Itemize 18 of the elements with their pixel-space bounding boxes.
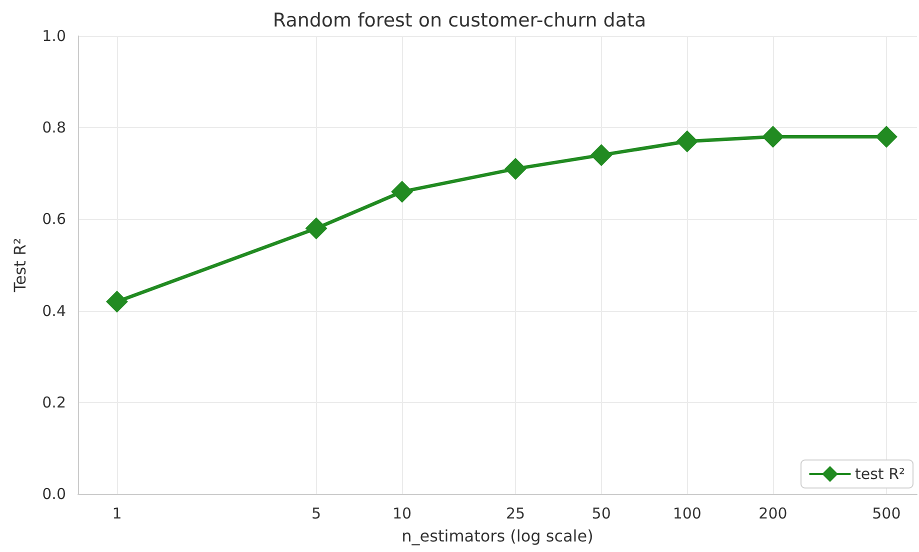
x-axis-title: n_estimators (log scale)	[402, 526, 594, 546]
y-tick-label: 0.0	[42, 485, 66, 503]
y-axis-title: Test R²	[10, 238, 30, 294]
x-tick-label: 100	[672, 504, 702, 522]
y-tick-label: 1.0	[42, 27, 66, 45]
x-tick-label: 500	[872, 504, 901, 522]
y-tick-label: 0.6	[42, 210, 66, 228]
legend-label: test R²	[854, 465, 906, 483]
chart-title: Random forest on customer-churn data	[272, 10, 646, 32]
x-tick-label: 50	[592, 504, 611, 522]
y-tick-label: 0.4	[42, 302, 66, 320]
x-tick-label: 200	[758, 504, 788, 522]
y-tick-label: 0.8	[42, 118, 66, 137]
x-tick-label: 1	[112, 504, 122, 522]
y-tick-label: 0.2	[42, 393, 66, 412]
x-tick-label: 5	[311, 504, 322, 522]
x-tick-label: 10	[392, 504, 412, 522]
x-tick-label: 25	[506, 504, 526, 522]
